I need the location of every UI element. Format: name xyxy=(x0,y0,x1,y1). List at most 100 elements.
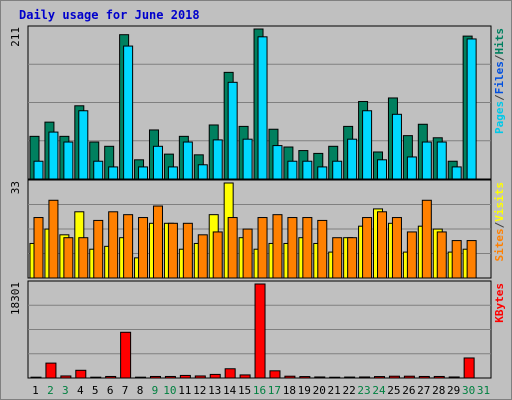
bar-sites-day-29 xyxy=(451,240,462,279)
series-legend-part: Hits xyxy=(493,28,506,55)
x-tick-label-day-23: 23 xyxy=(357,384,370,397)
bar-files-day-17 xyxy=(272,145,283,180)
bar-sites-day-25 xyxy=(391,217,402,279)
chart-title: Daily usage for June 2018 xyxy=(19,8,200,22)
bar-sites-day-6 xyxy=(108,211,119,279)
x-tick-label-day-13: 13 xyxy=(208,384,221,397)
bar-sites-day-5 xyxy=(93,219,104,279)
bar-kbytes-day-10 xyxy=(164,375,176,379)
bar-files-day-22 xyxy=(347,138,358,180)
x-tick-label-day-9: 9 xyxy=(152,384,159,397)
bar-sites-day-15 xyxy=(242,228,253,279)
ytick-label-1: 211 xyxy=(9,27,22,47)
x-tick-label-day-8: 8 xyxy=(137,384,144,397)
bar-files-day-30 xyxy=(466,38,477,180)
bar-sites-day-19 xyxy=(302,217,313,279)
bar-files-day-5 xyxy=(93,160,104,180)
x-tick-label-day-28: 28 xyxy=(432,384,445,397)
bar-files-day-19 xyxy=(302,160,313,180)
bar-kbytes-day-29 xyxy=(448,376,460,379)
x-tick-label-day-20: 20 xyxy=(313,384,326,397)
bar-sites-day-22 xyxy=(347,237,358,279)
x-tick-label-day-26: 26 xyxy=(402,384,415,397)
bar-kbytes-day-13 xyxy=(209,373,221,379)
bar-kbytes-day-28 xyxy=(433,375,445,379)
bar-sites-day-30 xyxy=(466,240,477,279)
bar-files-day-29 xyxy=(451,166,462,180)
bar-sites-day-1 xyxy=(33,217,44,279)
series-legend-part: Pages xyxy=(493,101,506,134)
x-tick-label-day-11: 11 xyxy=(178,384,191,397)
bar-files-day-7 xyxy=(123,45,134,180)
bar-sites-day-14 xyxy=(227,217,238,279)
x-tick-label-day-24: 24 xyxy=(372,384,386,397)
bar-kbytes-day-8 xyxy=(135,376,147,379)
bar-sites-day-26 xyxy=(406,231,417,279)
bar-sites-day-23 xyxy=(362,217,373,279)
x-tick-label-day-18: 18 xyxy=(283,384,296,397)
bar-kbytes-day-7 xyxy=(120,331,132,379)
series-legend-part: Files xyxy=(493,61,506,94)
series-legend-1: Pages/Files/Hits xyxy=(493,28,506,134)
bar-sites-day-12 xyxy=(197,234,208,279)
bar-sites-day-21 xyxy=(332,237,343,279)
bar-files-day-10 xyxy=(167,166,178,180)
x-tick-label-day-6: 6 xyxy=(107,384,114,397)
x-tick-label-day-27: 27 xyxy=(417,384,430,397)
bar-sites-day-27 xyxy=(421,199,432,279)
x-tick-label-day-12: 12 xyxy=(193,384,206,397)
bar-kbytes-day-2 xyxy=(45,362,57,379)
ytick-label-2: 33 xyxy=(9,181,22,194)
bar-kbytes-day-27 xyxy=(418,375,430,379)
bar-kbytes-day-4 xyxy=(75,369,87,379)
bar-files-day-8 xyxy=(138,166,149,180)
x-tick-label-day-30: 30 xyxy=(462,384,475,397)
x-tick-label-day-25: 25 xyxy=(387,384,400,397)
bar-files-day-23 xyxy=(362,110,373,180)
bar-kbytes-day-1 xyxy=(30,376,42,379)
bar-files-day-20 xyxy=(317,166,328,180)
bar-sites-day-11 xyxy=(182,222,193,279)
x-tick-label-day-16: 16 xyxy=(253,384,266,397)
bar-sites-day-17 xyxy=(272,214,283,279)
bar-kbytes-day-22 xyxy=(344,376,356,379)
bar-sites-day-20 xyxy=(317,219,328,279)
bar-files-day-4 xyxy=(78,110,89,180)
bar-files-day-13 xyxy=(212,139,223,180)
bar-sites-day-24 xyxy=(377,211,388,279)
bar-files-day-16 xyxy=(257,36,268,180)
series-legend-part: KBytes xyxy=(493,283,506,323)
series-legend-3: KBytes xyxy=(493,283,506,323)
x-tick-label-day-7: 7 xyxy=(122,384,129,397)
bar-kbytes-day-11 xyxy=(179,374,191,379)
x-tick-label-day-31: 31 xyxy=(477,384,490,397)
series-legend-2: Sites/Visits xyxy=(493,182,506,262)
bar-kbytes-day-24 xyxy=(374,376,386,379)
bar-kbytes-day-5 xyxy=(90,376,102,379)
x-tick-label-day-3: 3 xyxy=(62,384,69,397)
bar-kbytes-day-9 xyxy=(149,375,161,379)
bar-files-day-15 xyxy=(242,138,253,180)
bar-sites-day-7 xyxy=(123,214,134,279)
bar-files-day-2 xyxy=(48,131,59,180)
bar-files-day-28 xyxy=(436,141,447,180)
bar-kbytes-day-16 xyxy=(254,283,266,379)
bar-files-day-6 xyxy=(108,166,119,180)
x-tick-label-day-15: 15 xyxy=(238,384,251,397)
bar-files-day-3 xyxy=(63,141,74,180)
bar-kbytes-day-26 xyxy=(403,375,415,379)
bar-sites-day-10 xyxy=(167,222,178,279)
x-tick-label-day-5: 5 xyxy=(92,384,99,397)
bar-kbytes-day-17 xyxy=(269,370,281,379)
bar-sites-day-2 xyxy=(48,199,59,279)
bar-files-day-18 xyxy=(287,160,298,180)
x-tick-label-day-19: 19 xyxy=(298,384,311,397)
bar-sites-day-4 xyxy=(78,237,89,279)
bar-sites-day-8 xyxy=(138,217,149,279)
x-tick-label-day-4: 4 xyxy=(77,384,84,397)
bar-kbytes-day-25 xyxy=(388,375,400,379)
x-tick-label-day-1: 1 xyxy=(32,384,39,397)
series-legend-part: Sites xyxy=(493,228,506,261)
bar-files-day-27 xyxy=(421,141,432,180)
